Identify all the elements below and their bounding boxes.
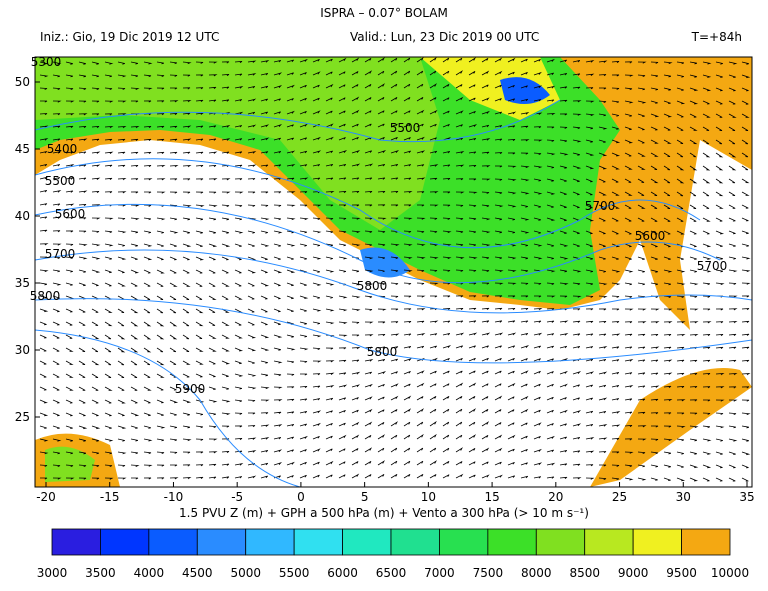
x-tick-label: -20 bbox=[36, 490, 56, 504]
colorbar-swatch bbox=[245, 528, 295, 556]
contour-label: 5700 bbox=[697, 259, 728, 273]
orange-field bbox=[590, 368, 752, 487]
lightgreen-field bbox=[35, 57, 440, 230]
valid-time: Valid.: Lun, 23 Dic 2019 00 UTC bbox=[350, 30, 539, 44]
colorbar-swatch bbox=[632, 528, 682, 556]
y-tick-label: 30 bbox=[15, 343, 30, 357]
colorbar-label: 8000 bbox=[521, 566, 552, 580]
colorbar-label: 6500 bbox=[376, 566, 407, 580]
map-frame bbox=[34, 56, 753, 488]
blue-field bbox=[360, 247, 410, 278]
colorbar-label: 3000 bbox=[37, 566, 68, 580]
colorbar-swatch bbox=[487, 528, 537, 556]
colorbar-label: 4000 bbox=[134, 566, 165, 580]
colorbar-swatch bbox=[439, 528, 489, 556]
contour-label: 5500 bbox=[390, 121, 421, 135]
colorbar-label: 5500 bbox=[279, 566, 310, 580]
colorbar-swatch bbox=[293, 528, 343, 556]
contour-label: 5800 bbox=[30, 289, 61, 303]
caption: 1.5 PVU Z (m) + GPH a 500 hPa (m) + Vent… bbox=[179, 506, 589, 520]
x-tick-label: -10 bbox=[164, 490, 184, 504]
colorbar-swatch bbox=[148, 528, 198, 556]
wind-arrows bbox=[39, 57, 751, 482]
contour-lines bbox=[35, 99, 752, 487]
colorbar-label: 3500 bbox=[85, 566, 116, 580]
y-tick-label: 40 bbox=[15, 209, 30, 223]
y-tick-label: 45 bbox=[15, 142, 30, 156]
colorbar-swatch bbox=[390, 528, 440, 556]
y-tick-label: 50 bbox=[15, 75, 30, 89]
colorbar-label: 4500 bbox=[182, 566, 213, 580]
x-tick-label: 30 bbox=[676, 490, 691, 504]
contour-label: 5600 bbox=[55, 207, 86, 221]
y-tick-label: 35 bbox=[15, 276, 30, 290]
colorbar-label: 8500 bbox=[569, 566, 600, 580]
colorbar-label: 5000 bbox=[230, 566, 261, 580]
x-tick-label: 35 bbox=[739, 490, 754, 504]
map-field bbox=[35, 57, 752, 487]
colorbar-label: 10000 bbox=[711, 566, 749, 580]
colorbar-label: 9500 bbox=[666, 566, 697, 580]
yellow-field bbox=[420, 57, 560, 120]
title: ISPRA – 0.07° BOLAM bbox=[320, 6, 448, 20]
colorbar-label: 9000 bbox=[618, 566, 649, 580]
contour-label: 5500 bbox=[45, 174, 76, 188]
x-tick-label: -15 bbox=[100, 490, 120, 504]
contour-label: 5400 bbox=[47, 142, 78, 156]
x-tick-label: 15 bbox=[484, 490, 499, 504]
contour-label: 5800 bbox=[367, 345, 398, 359]
contour-label: 5900 bbox=[175, 382, 206, 396]
green-field bbox=[45, 446, 95, 482]
colorbar-swatch bbox=[681, 528, 731, 556]
colorbar-label: 6000 bbox=[327, 566, 358, 580]
colorbar-swatch bbox=[51, 528, 101, 556]
x-tick-label: 5 bbox=[361, 490, 369, 504]
contour-label: 5300 bbox=[31, 55, 62, 69]
colorbar-swatch bbox=[100, 528, 150, 556]
x-tick-label: -5 bbox=[231, 490, 243, 504]
colorbar-label: 7500 bbox=[473, 566, 504, 580]
colorbar-swatch bbox=[535, 528, 586, 556]
colorbar-swatch bbox=[342, 528, 392, 556]
contour-label: 5700 bbox=[585, 199, 616, 213]
contour-label: 5800 bbox=[357, 279, 388, 293]
blue-field bbox=[500, 77, 550, 104]
contour-label: 5700 bbox=[45, 247, 76, 261]
x-tick-label: 20 bbox=[548, 490, 563, 504]
colorbar-label: 7000 bbox=[424, 566, 455, 580]
x-tick-label: 10 bbox=[421, 490, 436, 504]
x-tick-label: 25 bbox=[612, 490, 627, 504]
colorbar-swatch bbox=[584, 528, 634, 556]
x-tick-label: 0 bbox=[297, 490, 305, 504]
colorbar-swatch bbox=[196, 528, 247, 556]
contour-label: 5600 bbox=[635, 229, 666, 243]
init-time: Iniz.: Gio, 19 Dic 2019 12 UTC bbox=[40, 30, 219, 44]
lead-time: T=+84h bbox=[691, 30, 742, 44]
y-tick-label: 25 bbox=[15, 410, 30, 424]
